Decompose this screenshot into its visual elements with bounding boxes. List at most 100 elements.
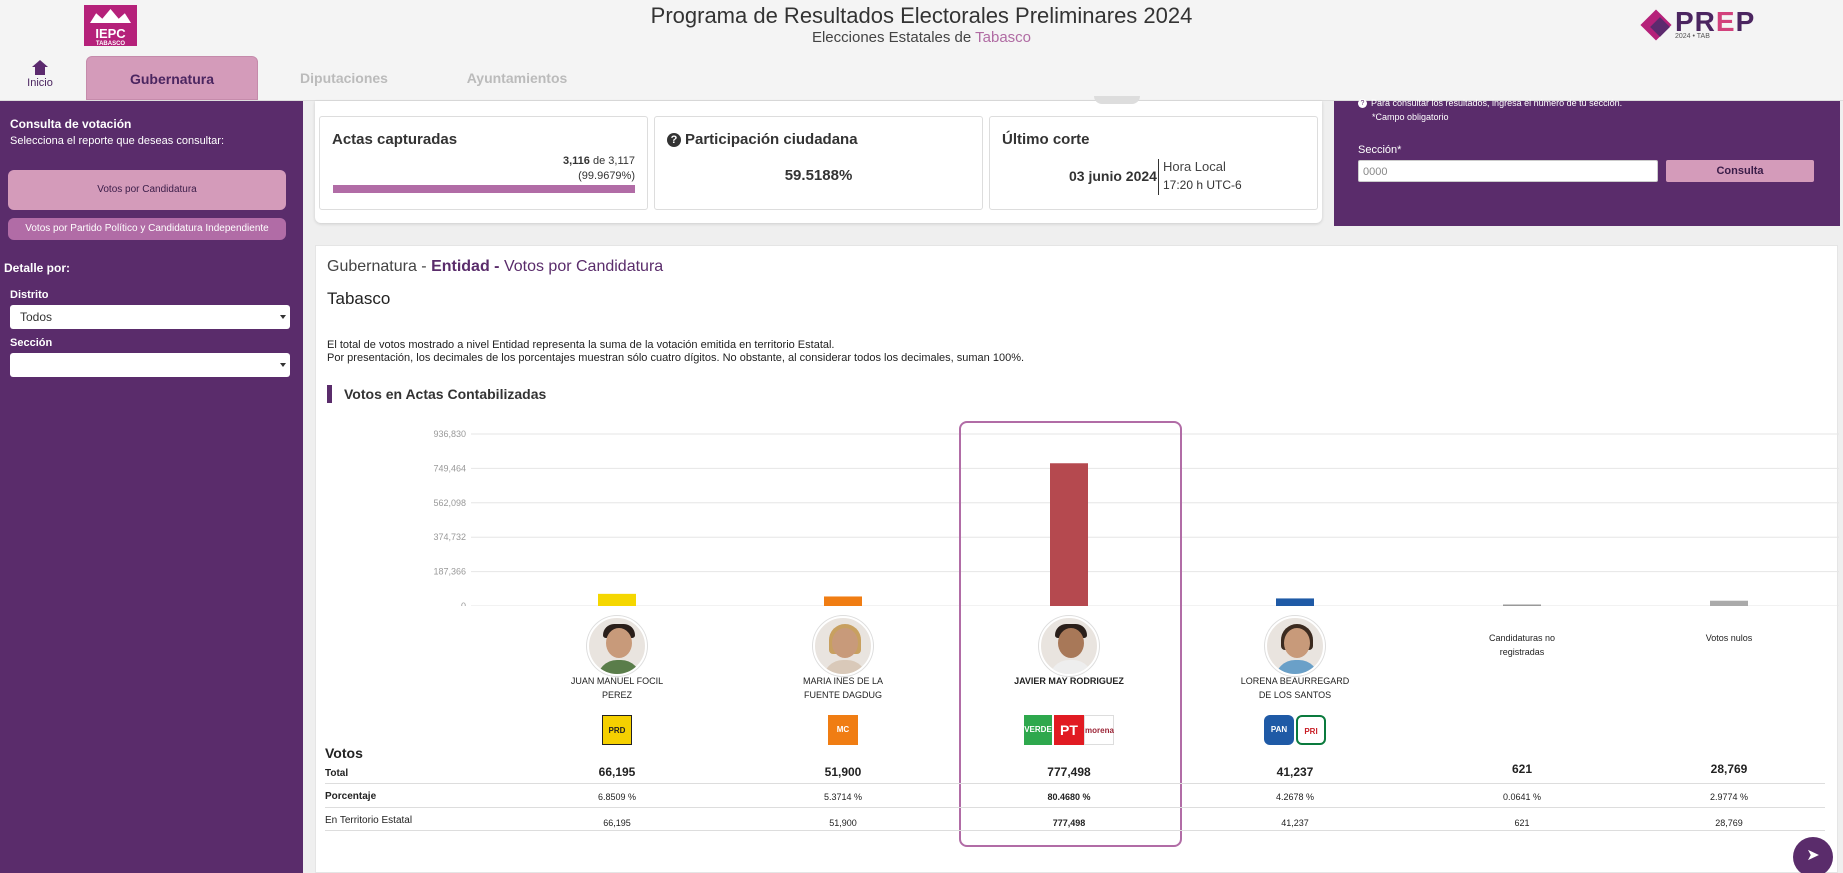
actas-progress-fill (333, 185, 635, 193)
table-divider (325, 783, 1825, 784)
actas-captured: 3,116 (562, 155, 590, 167)
tab-diputaciones[interactable]: Diputaciones (300, 70, 388, 86)
iepc-logo-text: IEPC (95, 26, 126, 41)
candidate-name: Votos nulos (1664, 631, 1794, 645)
candidate-name-line2: registradas (1499, 647, 1545, 657)
total-cell: 51,900 (824, 765, 862, 779)
sidebar-title: Consulta de votación (10, 117, 132, 131)
total-cell: 66,195 (598, 765, 636, 779)
prep-logo-text-b: E (1715, 6, 1736, 37)
avatar-body (1049, 660, 1093, 674)
avatar-body (1275, 660, 1319, 674)
avatar (1265, 616, 1325, 676)
actas-total: 3,117 (608, 155, 635, 167)
share-button[interactable]: ➤ (1793, 837, 1833, 873)
seccion-label: Sección (10, 337, 53, 349)
percentage-cell: 2.9774 % (1709, 792, 1749, 802)
candidate-name-line2: FUENTE DAGDUG (803, 690, 882, 700)
prd-logo: PRD (602, 715, 632, 745)
territorio-cell: 51,900 (829, 818, 857, 828)
avatar (1039, 616, 1099, 676)
distrito-select[interactable]: Todos (10, 305, 290, 329)
prep-logo[interactable]: PREP 2024 • TAB (1640, 6, 1755, 41)
row-label-porcentaje: Porcentaje (325, 791, 377, 802)
table-divider (325, 830, 1825, 831)
sidebar-subtitle: Selecciona el reporte que deseas consult… (10, 135, 225, 147)
candidate-name-line1: JUAN MANUEL FOCIL (570, 676, 664, 686)
avatar-face (832, 628, 858, 658)
percentage-cell: 5.3714 % (823, 792, 863, 802)
breadcrumb-gubernatura: Gubernatura - (327, 258, 427, 275)
participacion-title-text: Participación ciudadana (685, 131, 858, 148)
prep-logo-text-a: PR (1675, 6, 1716, 37)
breadcrumb-report: Votos por Candidatura (503, 258, 664, 275)
participacion-card: ? Participación ciudadana 59.5188% (654, 116, 983, 210)
candidate-name: JUAN MANUEL FOCIL PEREZ (552, 674, 682, 702)
participacion-title: ? Participación ciudadana (667, 131, 858, 148)
percentage-cell: 80.4680 % (1047, 792, 1091, 802)
actas-percentage: (99.9679%) (578, 170, 635, 182)
morena-logo: morena (1084, 715, 1114, 745)
territorio-cell: 777,498 (1052, 818, 1086, 828)
section-title: Votos en Actas Contabilizadas (327, 385, 546, 403)
note-total: El total de votos mostrado a nivel Entid… (327, 339, 835, 351)
share-icon: ➤ (1806, 847, 1820, 864)
territorio-cell: 66,195 (603, 818, 631, 828)
y-tick-label: 562,098 (433, 498, 466, 508)
breadcrumb-entidad: Entidad - (431, 258, 500, 275)
page-subtitle: Elecciones Estatales de Tabasco (0, 29, 1843, 46)
territorio-cell: 621 (1514, 818, 1530, 828)
actas-title: Actas capturadas (332, 131, 458, 148)
bar[interactable] (1710, 600, 1748, 606)
total-cell: 777,498 (1047, 765, 1091, 779)
bar[interactable] (598, 593, 636, 606)
bar[interactable] (1050, 463, 1088, 606)
pan-logo: PAN (1264, 715, 1294, 745)
nav-inicio[interactable]: Inicio (20, 60, 60, 89)
row-label-total: Total (325, 768, 349, 779)
bar[interactable] (1503, 604, 1541, 607)
distrito-label: Distrito (10, 289, 49, 301)
percentage-cell: 0.0641 % (1502, 792, 1542, 802)
y-tick-label: 374,732 (433, 532, 466, 542)
seccion-input-label: Sección* (1358, 144, 1402, 156)
tab-gubernatura[interactable]: Gubernatura (86, 56, 258, 100)
percentage-cell: 6.8509 % (597, 792, 637, 802)
bar[interactable] (1276, 598, 1314, 606)
bar[interactable] (824, 596, 862, 606)
prep-logo-sub: 2024 • TAB (1675, 33, 1710, 40)
consulta-button[interactable]: Consulta (1666, 160, 1814, 182)
question-circle-icon[interactable]: ? (667, 133, 681, 147)
actas-card: Actas capturadas 3,116 de 3,117 (99.9679… (319, 116, 648, 210)
corte-divider (1158, 159, 1159, 195)
breadcrumb: Gubernatura - Entidad - Votos por Candid… (327, 258, 663, 276)
y-tick-label: 0 (461, 601, 466, 606)
detalle-label: Detalle por: (4, 261, 71, 275)
table-divider (325, 807, 1825, 808)
actas-progress-bar (333, 185, 635, 193)
consulta-note: ? Para consultar los resultados, ingresa … (1358, 98, 1622, 108)
seccion-select[interactable] (10, 353, 290, 377)
iepc-logo-subtext: TABASCO (95, 41, 126, 47)
candidate-name: LORENA BEAURREGARD DE LOS SANTOS (1230, 674, 1360, 702)
territorio-cell: 28,769 (1715, 818, 1743, 828)
corte-hora: 17:20 h UTC-6 (1163, 178, 1242, 192)
candidate-name: JAVIER MAY RODRIGUEZ (1004, 674, 1134, 688)
votos-title: Votos (325, 745, 363, 761)
candidate-name-line1: Candidaturas no (1488, 633, 1556, 643)
tab-ayuntamientos[interactable]: Ayuntamientos (466, 70, 568, 86)
mc-logo: MC (828, 715, 858, 745)
row-label-territorio: En Territorio Estatal (325, 815, 413, 826)
seccion-input[interactable]: 0000 (1358, 160, 1658, 182)
prep-logo-text: PREP (1675, 6, 1755, 38)
votos-candidatura-button[interactable]: Votos por Candidatura (8, 170, 286, 210)
verde-logo: VERDE (1024, 715, 1052, 745)
iepc-logo[interactable]: IEPC TABASCO (84, 5, 137, 47)
avatar-body (597, 660, 641, 674)
votos-partido-button[interactable]: Votos por Partido Político y Candidatura… (8, 218, 286, 240)
nav-inicio-label: Inicio (27, 77, 53, 89)
corte-date: 03 junio 2024 (1069, 168, 1157, 184)
consulta-note-text: Para consultar los resultados, ingresa e… (1371, 98, 1623, 108)
avatar-body (823, 660, 867, 674)
summary-collapse-handle[interactable] (1094, 96, 1140, 104)
